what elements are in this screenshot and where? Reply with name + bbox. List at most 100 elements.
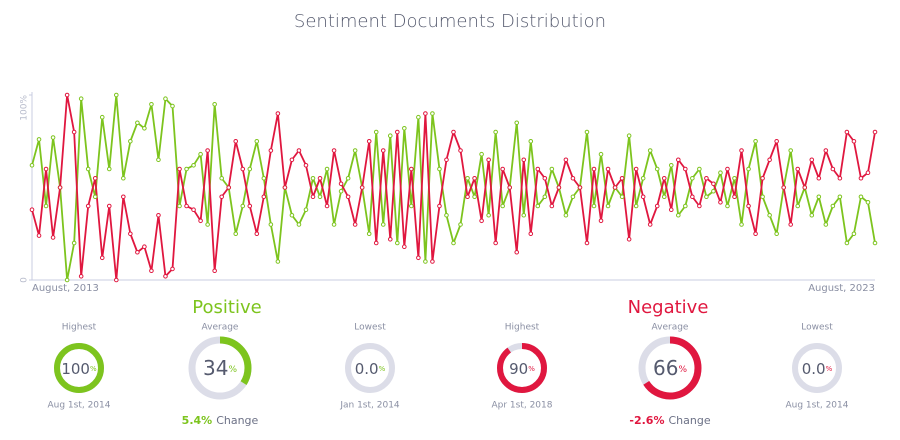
data-point [647,222,653,227]
data-point [170,103,175,109]
data-point [647,148,653,153]
stat-label: Lowest [354,323,386,333]
data-point [36,233,42,238]
data-point [387,237,393,242]
data-point [43,166,49,172]
data-point [184,166,189,172]
data-point [247,203,253,209]
data-point [788,148,794,153]
data-point [640,175,646,181]
data-point [163,96,168,101]
x-tick-label: August, 2013 [32,283,99,294]
data-point [303,163,309,168]
data-point [654,166,660,172]
data-point [697,203,702,209]
data-point [212,268,217,274]
change-label: Change [668,414,710,427]
x-tick-label: August, 2023 [808,283,875,294]
value-unit: % [90,365,97,373]
data-point [619,175,625,181]
data-point [711,188,716,194]
data-point [837,175,843,181]
data-point [668,163,674,168]
data-point [402,244,407,249]
data-point [549,166,555,172]
donut-arc [497,343,547,393]
data-point [338,188,344,194]
data-point [296,222,302,227]
data-point [36,137,42,142]
data-point [430,111,435,116]
data-point [387,133,393,138]
value-unit: % [379,365,386,373]
data-point [472,175,477,181]
data-point [366,138,372,144]
donut-value: 66% [653,356,687,380]
data-point [163,274,168,279]
data-point [676,212,681,218]
data-point [746,166,751,172]
data-point [605,166,611,172]
data-point [345,175,351,181]
data-point [78,274,84,279]
data-point [282,185,288,190]
data-point [205,222,210,227]
donut-value: 90% [509,360,535,378]
data-point [872,129,878,135]
stat-label: Highest [505,323,540,333]
donut-track [345,343,395,393]
data-point [753,138,758,144]
data-point [500,203,505,209]
data-point [247,166,253,172]
chart-title: Sentiment Documents Distribution [294,11,606,32]
data-point [50,235,56,240]
value-number: 66 [653,356,678,380]
data-point [725,203,730,209]
data-point [437,166,442,172]
data-point [774,231,779,237]
series-line [31,94,876,281]
data-point [823,148,829,153]
data-point [535,203,541,209]
data-point [57,185,63,190]
value-number: 100 [61,360,90,378]
data-point [409,166,414,172]
data-point [858,175,864,181]
data-point [99,114,105,120]
value-unit: % [228,365,237,375]
donut-track [792,343,842,393]
data-point [837,194,843,200]
data-point [317,175,323,181]
data-point [802,185,808,190]
data-point [324,203,330,209]
donut-value: 100% [61,360,97,378]
donut-arc [638,336,702,400]
data-point [275,111,281,116]
donut-arc [188,336,252,400]
data-point [380,222,386,227]
data-point [640,194,646,200]
data-point [331,148,337,153]
data-point [465,194,470,200]
data-point [99,255,105,261]
data-point [598,151,604,157]
data-point [718,170,723,175]
data-point [261,175,267,181]
stat-date: Apr 1st, 2018 [491,401,552,411]
data-point [29,207,35,212]
data-point [142,126,147,131]
data-point [128,231,133,237]
data-point [830,166,836,172]
group-title: Negative [628,297,709,318]
data-point [233,231,239,237]
data-point [739,148,744,153]
data-point [254,138,260,144]
data-point [156,157,161,163]
data-point [865,200,871,205]
data-point [570,194,576,200]
data-point [121,194,126,200]
data-point [149,101,154,107]
data-point [85,203,91,209]
change: 5.4% Change [182,414,259,427]
data-point [704,194,709,200]
